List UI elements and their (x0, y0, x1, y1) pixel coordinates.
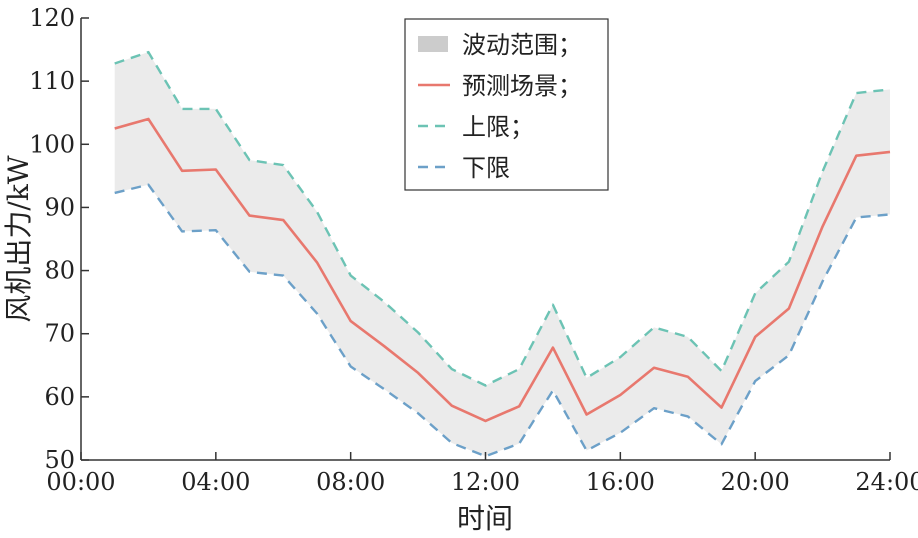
legend-label-1: 预测场景； (462, 72, 582, 100)
legend-label-3: 下限 (462, 154, 510, 182)
y-axis-title: 风机出力/kW (2, 155, 35, 322)
legend-label-2: 上限； (462, 113, 534, 141)
legend-label-0: 波动范围； (462, 31, 582, 59)
x-tick-label-5: 20:00 (721, 468, 790, 496)
x-tick-label-2: 08:00 (316, 468, 385, 496)
y-tick-label-2: 70 (44, 320, 75, 348)
y-tick-label-4: 90 (44, 193, 75, 221)
legend-swatch-0 (418, 36, 448, 52)
x-tick-label-6: 24:00 (855, 468, 918, 496)
y-tick-label-7: 120 (29, 4, 75, 32)
x-axis-title: 时间 (457, 502, 513, 534)
y-tick-label-5: 100 (29, 130, 75, 158)
y-tick-label-1: 60 (44, 383, 75, 411)
x-tick-label-4: 16:00 (586, 468, 655, 496)
x-tick-label-1: 04:00 (181, 468, 250, 496)
x-tick-label-3: 12:00 (451, 468, 520, 496)
legend: 波动范围； 预测场景； 上限； 下限 (405, 19, 608, 190)
y-tick-label-0: 50 (44, 446, 75, 474)
y-ticks: 50 60 70 80 90 100 110 120 (29, 4, 89, 474)
y-tick-label-3: 80 (44, 257, 75, 285)
y-tick-label-6: 110 (29, 67, 75, 95)
